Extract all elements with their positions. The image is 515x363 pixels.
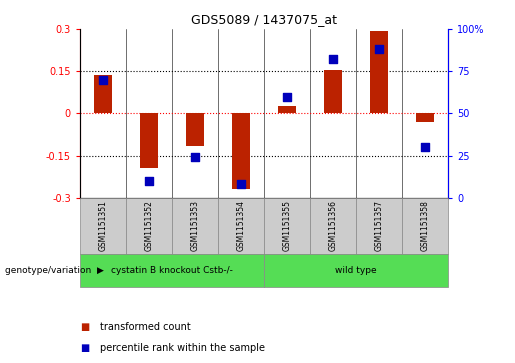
Point [421,144,429,150]
Text: GSM1151358: GSM1151358 [421,200,430,252]
Point [191,154,199,160]
Text: wild type: wild type [335,266,377,275]
Bar [186,113,204,146]
Bar [416,113,434,122]
Bar [140,113,158,168]
Text: ■: ■ [80,343,89,354]
Bar [94,76,112,113]
Bar [232,113,250,189]
Text: cystatin B knockout Cstb-/-: cystatin B knockout Cstb-/- [111,266,233,275]
Text: genotype/variation  ▶: genotype/variation ▶ [5,266,104,275]
Text: GSM1151355: GSM1151355 [282,200,291,252]
Text: ■: ■ [80,322,89,332]
Bar [278,106,296,113]
Text: percentile rank within the sample: percentile rank within the sample [100,343,265,354]
Point [329,57,337,62]
Point [237,182,245,187]
Text: GSM1151357: GSM1151357 [374,200,384,252]
Text: GSM1151352: GSM1151352 [144,200,153,252]
Point [145,178,153,184]
Bar [370,31,388,113]
Text: GSM1151353: GSM1151353 [191,200,199,252]
Text: GSM1151351: GSM1151351 [98,200,107,252]
Point [99,77,107,82]
Title: GDS5089 / 1437075_at: GDS5089 / 1437075_at [191,13,337,26]
Point [375,46,383,52]
Point [283,94,291,99]
Text: GSM1151356: GSM1151356 [329,200,337,252]
Text: transformed count: transformed count [100,322,191,332]
Bar [324,70,342,113]
Text: GSM1151354: GSM1151354 [236,200,246,252]
